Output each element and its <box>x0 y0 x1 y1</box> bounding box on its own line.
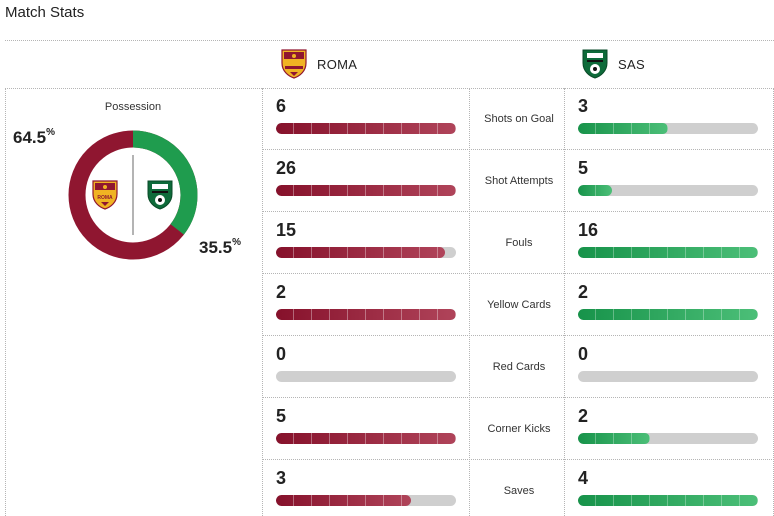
stat-label: Red Cards <box>492 361 546 373</box>
away-stat-bar <box>578 309 758 320</box>
divider <box>469 88 470 516</box>
away-stat-bar <box>578 185 758 196</box>
away-stat-bar-fill <box>578 123 668 134</box>
away-possession-pct: 35.5% <box>199 237 241 257</box>
away-team-header: SAS <box>582 48 645 80</box>
away-stat-bar <box>578 247 758 258</box>
divider <box>262 88 263 516</box>
away-stat-bar-fill <box>578 309 758 320</box>
home-stat-value: 15 <box>276 220 297 240</box>
stat-label: Fouls <box>505 237 533 249</box>
svg-text:ROMA: ROMA <box>97 195 113 201</box>
away-stat-bar <box>578 433 758 444</box>
stat-label: Shots on Goal <box>484 113 554 125</box>
away-stat-bar <box>578 495 758 506</box>
away-stat-bar-fill <box>578 185 613 196</box>
stat-row: 15 Fouls 16 <box>266 212 774 274</box>
home-stat-bar <box>276 309 456 320</box>
home-team-header: ROMA <box>281 48 357 80</box>
stat-row: 5 Corner Kicks 2 <box>266 398 774 460</box>
away-team-name: SAS <box>618 56 645 72</box>
away-stat-value: 0 <box>578 344 589 364</box>
divider <box>5 88 774 89</box>
home-stat-bar-fill <box>276 185 456 196</box>
home-stat-bar-fill <box>276 123 456 134</box>
possession-label: Possession <box>104 101 162 113</box>
away-stat-bar <box>578 123 758 134</box>
away-stat-value: 2 <box>578 282 589 302</box>
sassuolo-crest-icon <box>582 49 608 79</box>
divider <box>262 459 774 460</box>
away-stat-bar-fill <box>578 247 758 258</box>
away-stat-value: 2 <box>578 406 589 426</box>
home-team-name: ROMA <box>317 56 358 72</box>
stat-label: Yellow Cards <box>487 299 551 311</box>
home-stat-bar <box>276 495 456 506</box>
roma-crest-small-icon: ROMA <box>92 180 118 210</box>
home-stat-value: 6 <box>276 96 287 116</box>
divider <box>262 273 774 274</box>
home-stat-value: 2 <box>276 282 287 302</box>
stat-row: 2 Yellow Cards 2 <box>266 274 774 336</box>
stat-label: Corner Kicks <box>487 423 551 435</box>
home-stat-bar <box>276 433 456 444</box>
stat-row: 26 Shot Attempts 5 <box>266 150 774 212</box>
home-stat-bar <box>276 185 456 196</box>
sassuolo-crest-small-icon <box>147 180 173 210</box>
divider <box>5 88 6 516</box>
stat-label: Saves <box>503 485 535 497</box>
home-stat-bar-fill <box>276 309 456 320</box>
home-stat-bar <box>276 371 456 382</box>
possession-donut-chart: ROMA <box>68 130 198 260</box>
away-stat-value: 3 <box>578 96 589 116</box>
away-stat-bar-fill <box>578 433 650 444</box>
stat-row: 0 Red Cards 0 <box>266 336 774 398</box>
away-possession-arc <box>68 130 198 260</box>
home-stat-value: 3 <box>276 468 287 488</box>
home-stat-bar-fill <box>276 247 446 258</box>
away-stat-bar-fill <box>578 495 758 506</box>
away-stat-bar <box>578 371 758 382</box>
home-stat-bar-fill <box>276 433 456 444</box>
away-stat-value: 16 <box>578 220 599 240</box>
divider <box>262 211 774 212</box>
divider <box>262 397 774 398</box>
roma-crest-icon <box>281 49 307 79</box>
divider <box>5 40 774 41</box>
home-stat-value: 26 <box>276 158 297 178</box>
page-title: Match Stats <box>5 4 85 21</box>
away-stat-value: 5 <box>578 158 589 178</box>
home-stat-bar <box>276 247 456 258</box>
divider <box>262 335 774 336</box>
stat-row: 6 Shots on Goal 3 <box>266 88 774 150</box>
stat-row: 3 Saves 4 <box>266 460 774 516</box>
home-stat-bar-fill <box>276 495 411 506</box>
divider <box>564 88 565 516</box>
home-possession-pct: 64.5% <box>13 127 55 147</box>
divider <box>262 149 774 150</box>
stat-label: Shot Attempts <box>484 175 554 187</box>
home-stat-value: 5 <box>276 406 287 426</box>
away-stat-value: 4 <box>578 468 589 488</box>
home-stat-value: 0 <box>276 344 287 364</box>
home-stat-bar <box>276 123 456 134</box>
